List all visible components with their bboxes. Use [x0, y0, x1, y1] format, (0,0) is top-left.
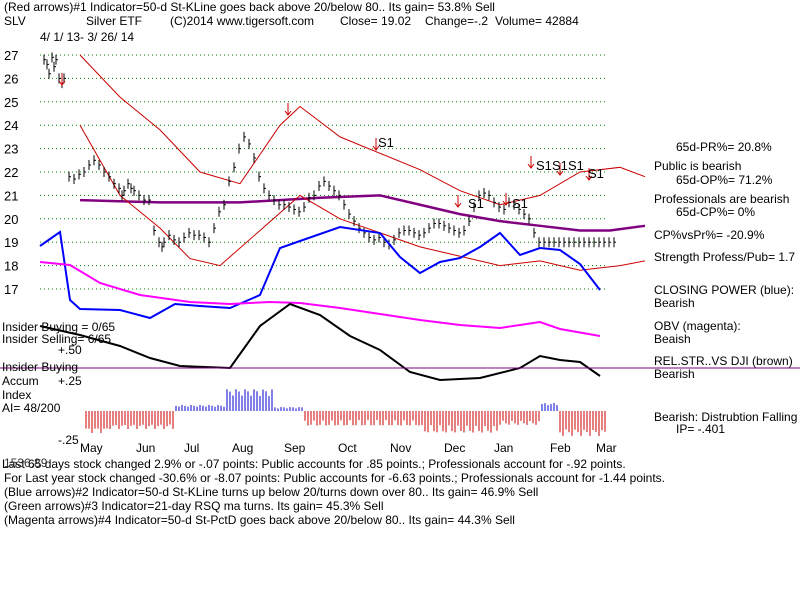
- upper-band: [79, 54, 646, 206]
- footer-blue-arrows: (Blue arrows)#2 Indicator=50-d St-KLine …: [4, 485, 539, 499]
- strength-ratio: Strength Profess/Pub= 1.7: [654, 250, 796, 264]
- y-tick-label: 25: [4, 95, 18, 110]
- month-label: Nov: [390, 441, 411, 455]
- month-label: Sep: [284, 441, 306, 455]
- y-tick-label: 27: [4, 48, 18, 63]
- cp-percent: 65d-CP%= 0%: [676, 205, 756, 219]
- sell-arrow-head: [527, 163, 535, 169]
- cp-vs-pr: CP%vsPr%= -20.9%: [654, 228, 765, 242]
- sell-arrow-head: [284, 110, 292, 116]
- signal-label: S1: [552, 158, 568, 173]
- y-tick-label: 23: [4, 142, 18, 157]
- insider-buying-label: Insider Buying: [2, 360, 79, 374]
- y-tick-label: 21: [4, 188, 18, 203]
- month-label: Jan: [494, 441, 513, 455]
- professionals-status: Professionals are bearish: [654, 192, 790, 206]
- month-label: May: [80, 441, 103, 455]
- obv-line: [39, 261, 601, 337]
- accum-label: Accum: [2, 374, 39, 388]
- insider-selling-count: Insider Selling= 6/65: [2, 332, 112, 346]
- distribution-status: Bearish: Distrubtion Falling: [654, 410, 798, 424]
- volume-value: Volume= 42884: [495, 14, 579, 28]
- sell-arrow-head: [454, 202, 462, 208]
- month-label: Jun: [136, 441, 155, 455]
- close-value: Close= 19.02: [340, 14, 412, 28]
- header-indicator-line: (Red arrows)#1 Indicator=50-d St-KLine g…: [4, 0, 495, 14]
- relative-strength-line: [0, 302, 800, 382]
- y-tick-label: 20: [4, 212, 18, 227]
- accumulation-index-bars: [85, 389, 606, 436]
- sell-arrow-head: [372, 145, 380, 151]
- footer-magenta-arrows: (Magenta arrows)#4 Indicator=50-d St-Pct…: [4, 513, 515, 527]
- accum-scale-minus25: -.25: [58, 433, 79, 447]
- month-label: Aug: [232, 441, 253, 455]
- y-axis-tick-labels: 27 26 25 24 23 22 21 20 19 18 17: [4, 48, 18, 297]
- signal-label: S1: [588, 166, 604, 181]
- relative-strength-line: [39, 302, 601, 382]
- price-bars: [43, 52, 616, 252]
- relstr-label: REL.STR..VS DJI (brown): [654, 354, 793, 368]
- closing-power-line: [39, 225, 601, 320]
- index-label: Index: [2, 388, 32, 402]
- month-label: Mar: [596, 441, 617, 455]
- signal-label: S1: [512, 196, 528, 211]
- ip-value: IP= -.401: [676, 422, 726, 436]
- lower-band: [79, 124, 646, 271]
- footer-green-arrows: (Green arrows)#3 Indicator=21-day RSQ ma…: [4, 499, 384, 513]
- y-tick-label: 26: [4, 71, 18, 86]
- ticker-symbol: SLV: [4, 14, 26, 28]
- footer-65day-change: Last 65 days stock changed 2.9% or -.07 …: [2, 457, 626, 471]
- y-tick-label: 17: [4, 282, 18, 297]
- signal-label: S1: [468, 196, 484, 211]
- signal-label: S1: [568, 158, 584, 173]
- moving-average-line: [79, 194, 646, 232]
- y-tick-label: 19: [4, 235, 18, 250]
- band-lines: [79, 54, 646, 271]
- pr-percent: 65d-PR%= 20.8%: [676, 140, 772, 154]
- sell-arrow-head: [58, 80, 66, 86]
- accum-scale-plus25: +.25: [58, 374, 82, 388]
- relstr-status: Bearish: [654, 367, 695, 381]
- month-labels: May Jun Jul Aug Sep Oct Nov Dec Jan Feb Mar: [80, 441, 617, 455]
- footer-overlay-value: 1536.89: [4, 456, 48, 470]
- change-value: Change=-.2: [425, 14, 489, 28]
- month-label: Dec: [444, 441, 465, 455]
- op-percent: 65d-OP%= 71.2%: [676, 173, 773, 187]
- signal-label: S1: [536, 158, 552, 173]
- closing-power-status: Bearish: [654, 296, 695, 310]
- closing-power-label: CLOSING POWER (blue):: [654, 283, 795, 297]
- accum-scale-plus50: +.50: [58, 343, 82, 357]
- obv-line: [39, 261, 601, 337]
- y-tick-label: 22: [4, 165, 18, 180]
- closing-power-line: [39, 225, 601, 320]
- ma-lines: [79, 194, 646, 232]
- month-label: Feb: [550, 441, 571, 455]
- public-status: Public is bearish: [654, 159, 742, 173]
- y-tick-label: 24: [4, 118, 18, 133]
- obv-label: OBV (magenta):: [654, 319, 741, 333]
- y-tick-label: 18: [4, 259, 18, 274]
- footer-year-change: For Last year stock changed -30.6% or -8…: [4, 471, 666, 485]
- sell-arrow-head: [502, 200, 510, 206]
- month-label: Jul: [184, 441, 199, 455]
- sell-arrow-head: [556, 170, 564, 176]
- signal-label: S1: [378, 135, 394, 150]
- sell-arrow-head: [585, 175, 593, 181]
- stock-name: Silver ETF: [86, 14, 143, 28]
- insider-buying-count: Insider Buying = 0/65: [2, 320, 116, 334]
- month-label: Oct: [338, 441, 357, 455]
- copyright: (C)2014 www.tigersoft.com: [170, 14, 315, 28]
- date-range: 4/ 1/ 13- 3/ 26/ 14: [40, 30, 135, 44]
- ai-value: AI= 48/200: [2, 401, 61, 415]
- obv-status: Beaish: [654, 332, 691, 346]
